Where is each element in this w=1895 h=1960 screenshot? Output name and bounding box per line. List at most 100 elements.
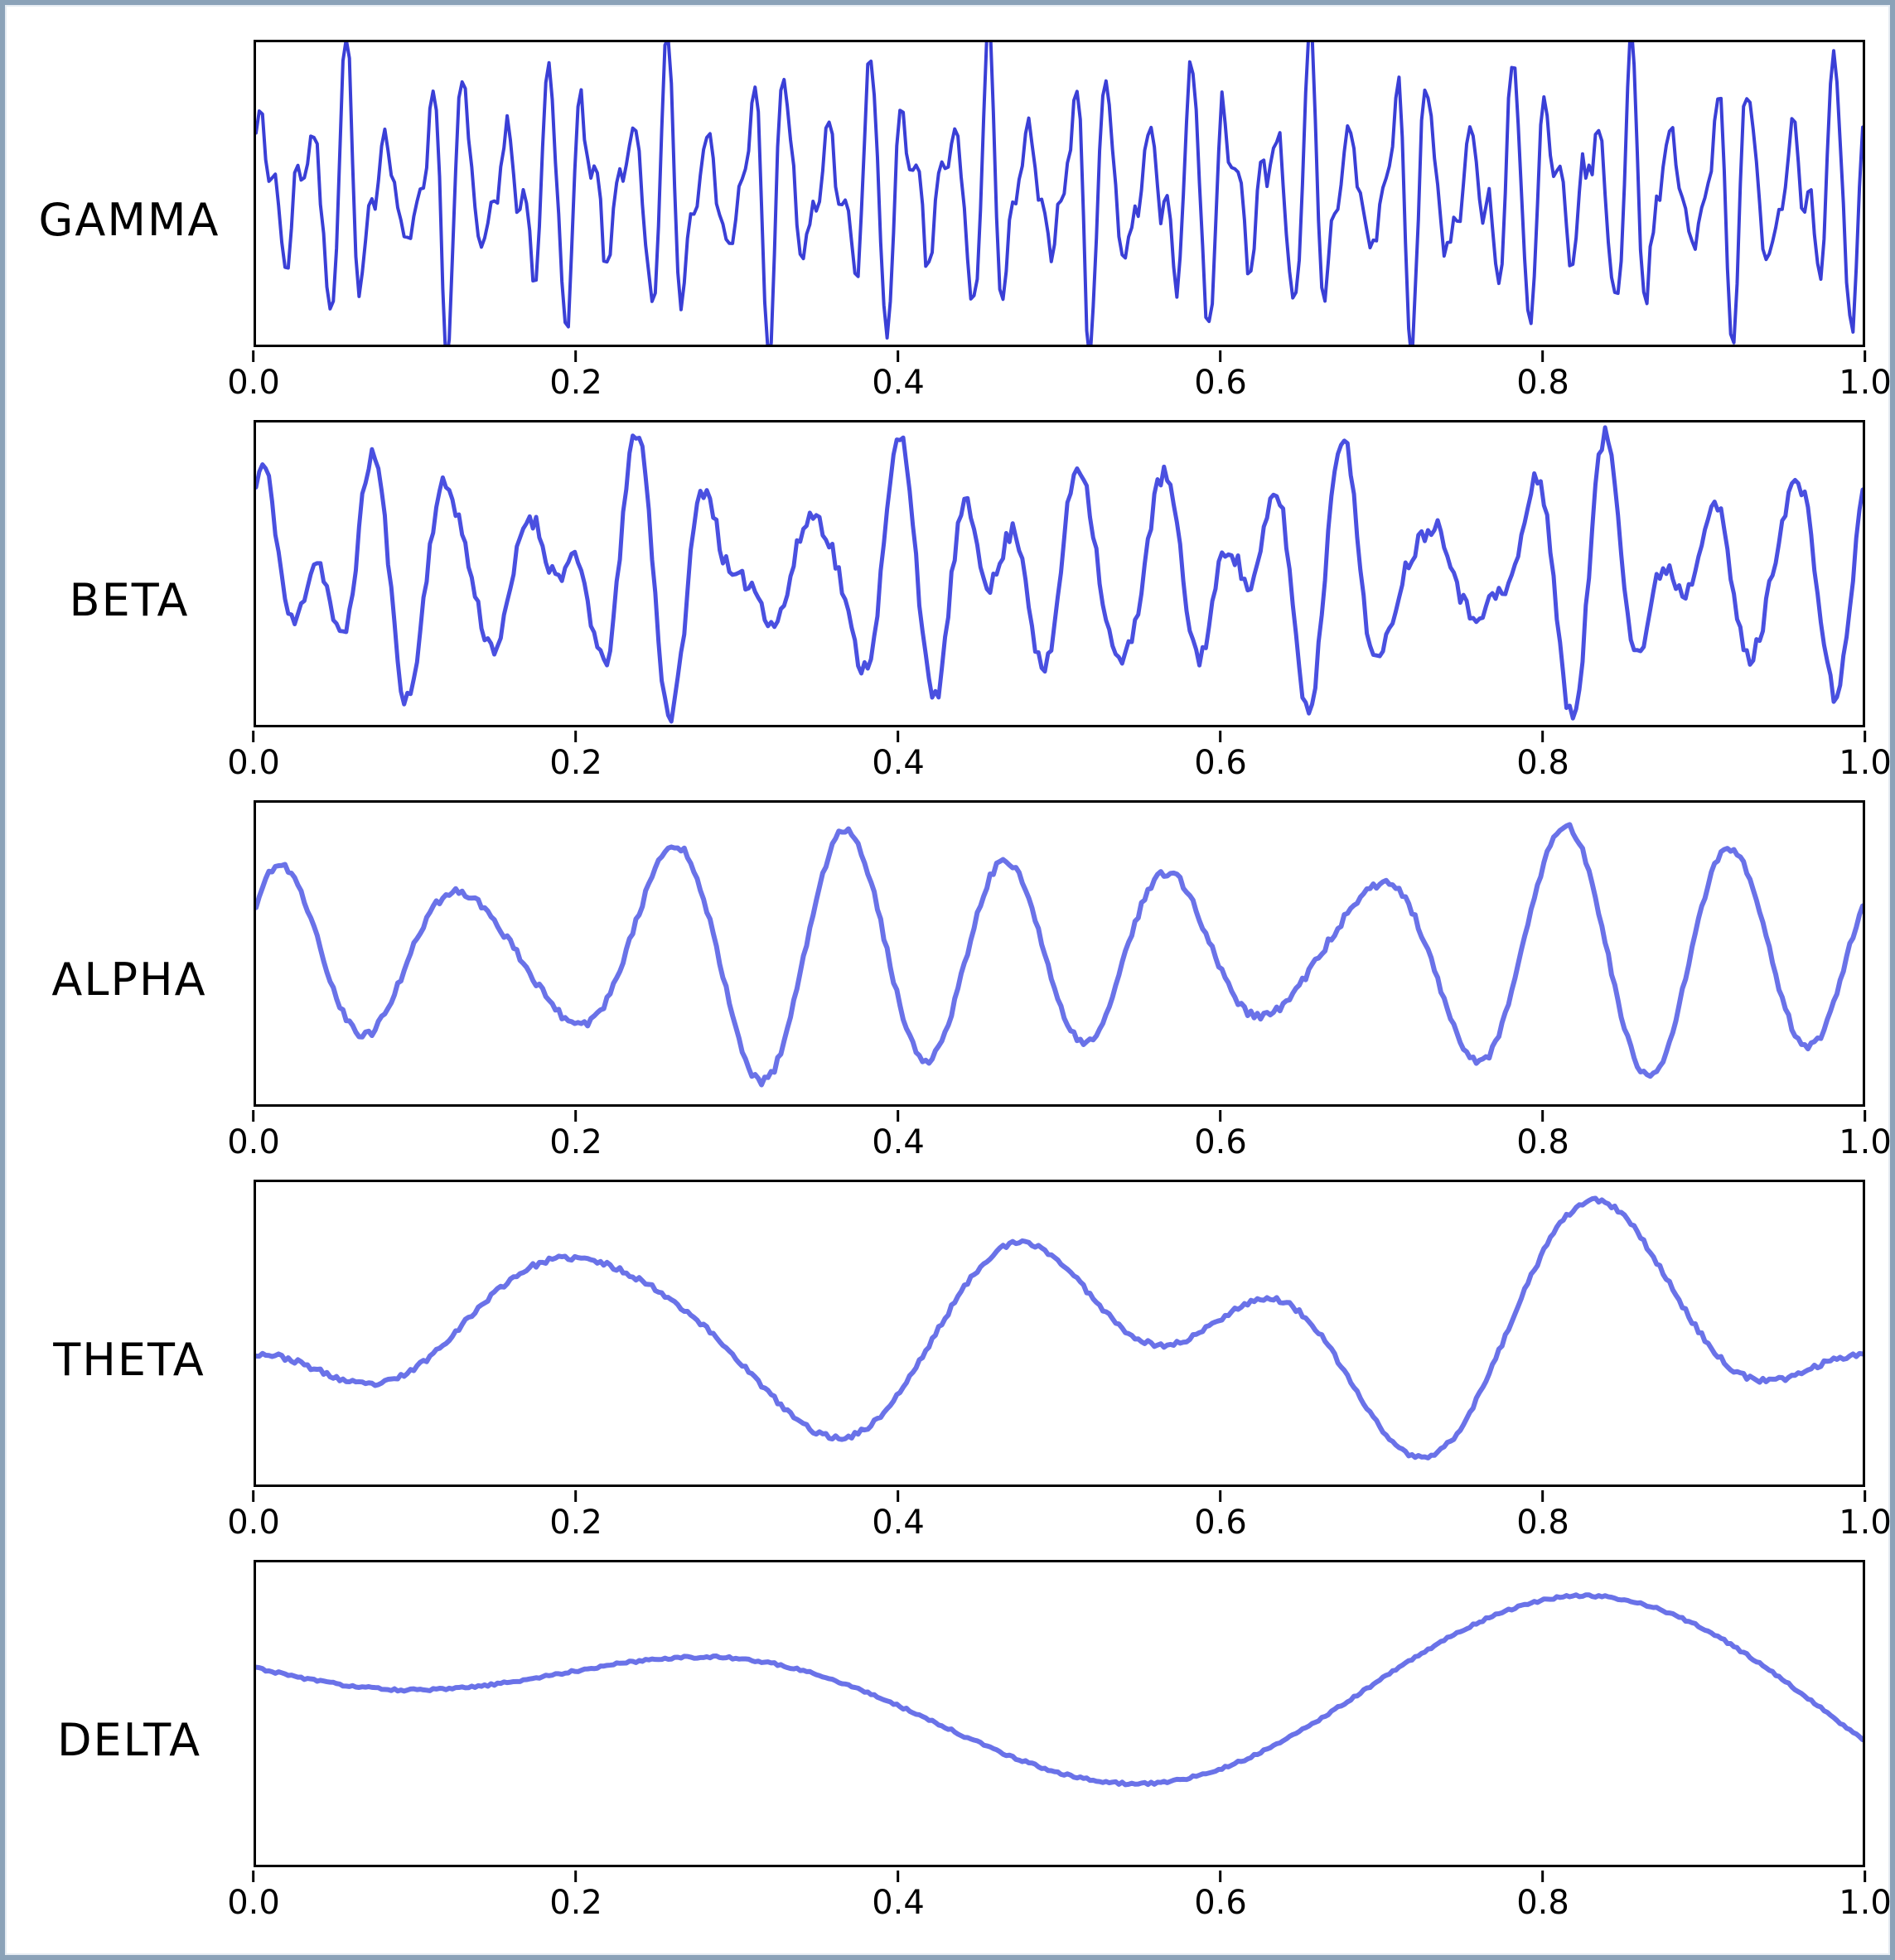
tick-mark xyxy=(1220,1871,1222,1882)
tick-mark xyxy=(1864,1110,1867,1122)
panel-label-delta: DELTA xyxy=(5,1560,254,1920)
tick-label: 0.4 xyxy=(872,1504,925,1542)
x-tick: 0.8 xyxy=(1516,731,1569,782)
x-tick: 0.4 xyxy=(872,350,925,402)
x-tick: 0.0 xyxy=(227,350,280,402)
x-tick: 0.8 xyxy=(1516,1490,1569,1542)
tick-mark xyxy=(1542,350,1545,362)
x-tick: 0.2 xyxy=(549,1871,602,1922)
tick-mark xyxy=(575,1871,578,1882)
plot-beta: 0.00.20.40.60.81.0 xyxy=(254,420,1865,780)
panel-row-beta: BETA0.00.20.40.60.81.0 xyxy=(5,410,1865,790)
signal-line-gamma xyxy=(256,42,1863,345)
tick-mark xyxy=(575,1490,578,1502)
x-tick: 0.6 xyxy=(1194,1490,1247,1542)
x-tick: 0.0 xyxy=(227,731,280,782)
x-tick: 0.4 xyxy=(872,1110,925,1161)
tick-mark xyxy=(253,1110,255,1122)
panel-row-delta: DELTA0.00.20.40.60.81.0 xyxy=(5,1550,1865,1930)
tick-label: 1.0 xyxy=(1839,1504,1892,1542)
tick-label: 1.0 xyxy=(1839,1123,1892,1161)
tick-mark xyxy=(897,1871,900,1882)
tick-label: 0.2 xyxy=(549,1123,602,1161)
panel-label-alpha: ALPHA xyxy=(5,800,254,1161)
tick-label: 0.6 xyxy=(1194,1123,1247,1161)
x-tick: 0.4 xyxy=(872,1490,925,1542)
x-axis: 0.00.20.40.60.81.0 xyxy=(254,1110,1865,1160)
x-tick: 1.0 xyxy=(1839,350,1892,402)
tick-label: 0.2 xyxy=(549,1504,602,1542)
plot-alpha: 0.00.20.40.60.81.0 xyxy=(254,800,1865,1161)
tick-mark xyxy=(1220,731,1222,742)
x-tick: 0.6 xyxy=(1194,731,1247,782)
tick-mark xyxy=(897,731,900,742)
x-tick: 0.0 xyxy=(227,1110,280,1161)
panel-row-gamma: GAMMA0.00.20.40.60.81.0 xyxy=(5,30,1865,410)
tick-mark xyxy=(897,350,900,362)
tick-mark xyxy=(575,731,578,742)
signal-line-delta xyxy=(256,1595,1863,1784)
tick-mark xyxy=(575,1110,578,1122)
signal-line-theta xyxy=(256,1199,1863,1458)
signal-line-beta xyxy=(256,427,1863,722)
x-tick: 0.4 xyxy=(872,1871,925,1922)
x-tick: 0.2 xyxy=(549,1490,602,1542)
tick-label: 0.4 xyxy=(872,1884,925,1922)
x-axis: 0.00.20.40.60.81.0 xyxy=(254,1490,1865,1540)
x-tick: 0.0 xyxy=(227,1871,280,1922)
tick-mark xyxy=(1542,731,1545,742)
tick-label: 0.2 xyxy=(549,744,602,782)
tick-label: 0.0 xyxy=(227,1504,280,1542)
tick-mark xyxy=(1864,731,1867,742)
x-tick: 1.0 xyxy=(1839,1490,1892,1542)
tick-label: 0.2 xyxy=(549,364,602,402)
plot-box xyxy=(254,420,1865,727)
tick-mark xyxy=(575,350,578,362)
tick-mark xyxy=(1864,1490,1867,1502)
x-axis: 0.00.20.40.60.81.0 xyxy=(254,1871,1865,1920)
tick-label: 0.4 xyxy=(872,744,925,782)
plot-gamma: 0.00.20.40.60.81.0 xyxy=(254,40,1865,400)
tick-mark xyxy=(1542,1490,1545,1502)
x-tick: 0.6 xyxy=(1194,350,1247,402)
x-tick: 0.2 xyxy=(549,1110,602,1161)
tick-label: 0.6 xyxy=(1194,1884,1247,1922)
panel-row-theta: THETA0.00.20.40.60.81.0 xyxy=(5,1170,1865,1550)
tick-mark xyxy=(1542,1110,1545,1122)
tick-mark xyxy=(1864,1871,1867,1882)
tick-label: 0.6 xyxy=(1194,364,1247,402)
plot-box xyxy=(254,1180,1865,1487)
x-tick: 1.0 xyxy=(1839,1110,1892,1161)
tick-mark xyxy=(897,1110,900,1122)
x-tick: 0.8 xyxy=(1516,1110,1569,1161)
tick-label: 0.8 xyxy=(1516,1123,1569,1161)
tick-mark xyxy=(253,731,255,742)
x-tick: 0.8 xyxy=(1516,1871,1569,1922)
tick-label: 0.2 xyxy=(549,1884,602,1922)
tick-label: 1.0 xyxy=(1839,1884,1892,1922)
x-tick: 1.0 xyxy=(1839,731,1892,782)
tick-mark xyxy=(1220,350,1222,362)
tick-label: 0.8 xyxy=(1516,744,1569,782)
x-tick: 0.6 xyxy=(1194,1871,1247,1922)
panel-label-gamma: GAMMA xyxy=(5,40,254,400)
tick-label: 0.6 xyxy=(1194,744,1247,782)
tick-label: 0.4 xyxy=(872,364,925,402)
plot-box xyxy=(254,40,1865,347)
x-axis: 0.00.20.40.60.81.0 xyxy=(254,350,1865,400)
x-tick: 0.6 xyxy=(1194,1110,1247,1161)
tick-label: 0.0 xyxy=(227,364,280,402)
tick-label: 0.6 xyxy=(1194,1504,1247,1542)
x-tick: 0.0 xyxy=(227,1490,280,1542)
x-tick: 0.4 xyxy=(872,731,925,782)
tick-mark xyxy=(1220,1490,1222,1502)
plot-delta: 0.00.20.40.60.81.0 xyxy=(254,1560,1865,1920)
x-tick: 0.2 xyxy=(549,731,602,782)
plot-box xyxy=(254,800,1865,1108)
panel-label-beta: BETA xyxy=(5,420,254,780)
tick-mark xyxy=(253,350,255,362)
panel-row-alpha: ALPHA0.00.20.40.60.81.0 xyxy=(5,790,1865,1171)
tick-label: 0.0 xyxy=(227,744,280,782)
tick-label: 0.8 xyxy=(1516,364,1569,402)
tick-label: 1.0 xyxy=(1839,744,1892,782)
